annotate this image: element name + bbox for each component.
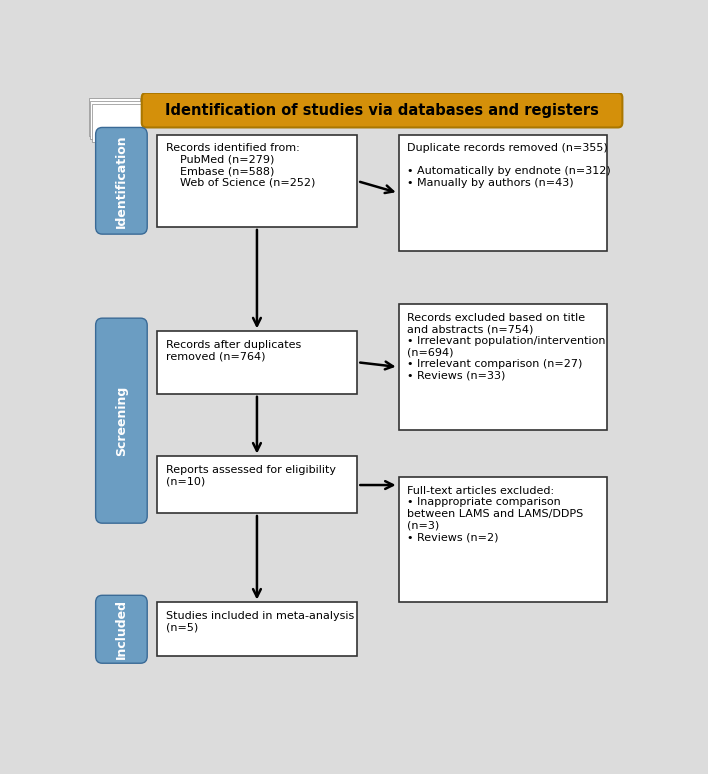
Text: Included: Included: [115, 599, 128, 659]
FancyBboxPatch shape: [157, 331, 358, 394]
Text: Screening: Screening: [115, 385, 128, 456]
Text: Studies included in meta-analysis
(n=5): Studies included in meta-analysis (n=5): [166, 611, 354, 632]
FancyBboxPatch shape: [92, 104, 143, 142]
Text: Records excluded based on title
and abstracts (n=754)
• Irrelevant population/in: Records excluded based on title and abst…: [407, 313, 606, 381]
Text: Records identified from:
    PubMed (n=279)
    Embase (n=588)
    Web of Scienc: Records identified from: PubMed (n=279) …: [166, 143, 315, 188]
FancyBboxPatch shape: [96, 318, 147, 523]
Text: Identification: Identification: [115, 134, 128, 228]
Text: Records after duplicates
removed (n=764): Records after duplicates removed (n=764): [166, 340, 301, 361]
FancyBboxPatch shape: [96, 128, 147, 234]
Text: Reports assessed for eligibility
(n=10): Reports assessed for eligibility (n=10): [166, 464, 336, 486]
FancyBboxPatch shape: [399, 135, 607, 251]
FancyBboxPatch shape: [157, 457, 358, 513]
FancyBboxPatch shape: [399, 478, 607, 602]
Text: Full-text articles excluded:
• Inappropriate comparison
between LAMS and LAMS/DD: Full-text articles excluded: • Inappropr…: [407, 485, 583, 542]
FancyBboxPatch shape: [90, 101, 142, 139]
FancyBboxPatch shape: [157, 135, 358, 227]
FancyBboxPatch shape: [142, 93, 622, 128]
Text: Identification of studies via databases and registers: Identification of studies via databases …: [165, 103, 599, 118]
FancyBboxPatch shape: [157, 602, 358, 656]
FancyBboxPatch shape: [96, 595, 147, 663]
Text: Duplicate records removed (n=355)

• Automatically by endnote (n=312)
• Manually: Duplicate records removed (n=355) • Auto…: [407, 143, 611, 188]
FancyBboxPatch shape: [88, 98, 140, 135]
FancyBboxPatch shape: [399, 304, 607, 430]
